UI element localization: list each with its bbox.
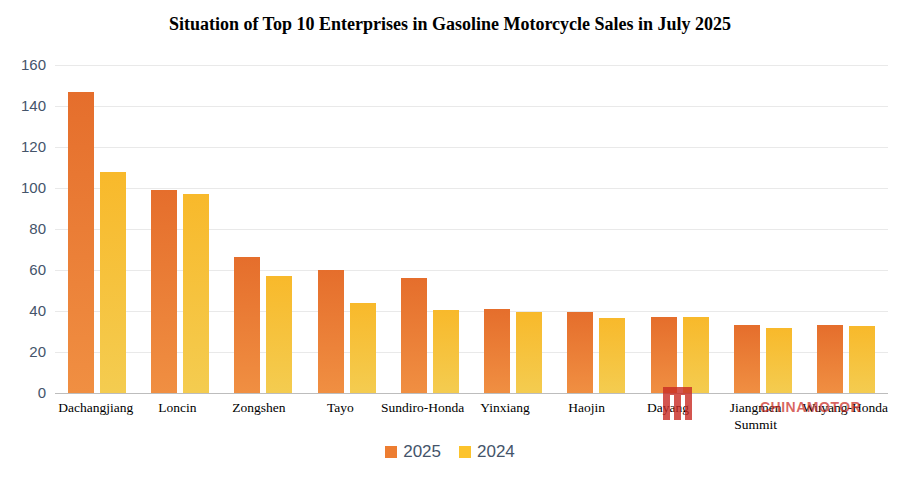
category-group bbox=[138, 65, 221, 393]
bar-2024-sundiro-honda bbox=[433, 310, 459, 393]
bar-2024-jiangmen-summit bbox=[766, 328, 792, 393]
category-group bbox=[305, 65, 388, 393]
legend-swatch-icon bbox=[385, 446, 397, 458]
bar-2024-dachangjiang bbox=[100, 172, 126, 393]
bar-2024-tayo bbox=[350, 303, 376, 393]
x-category-label: Haojin bbox=[546, 399, 628, 416]
legend-label: 2024 bbox=[477, 442, 515, 462]
y-tick-label: 60 bbox=[4, 261, 46, 279]
y-tick-label: 40 bbox=[4, 302, 46, 320]
chart-container: Situation of Top 10 Enterprises in Gasol… bbox=[0, 0, 900, 479]
bar-2025-dayang bbox=[651, 317, 677, 393]
x-category-label: Loncin bbox=[137, 399, 219, 416]
bar-2024-wuyang-honda bbox=[849, 326, 875, 393]
plot-area bbox=[55, 65, 888, 394]
bar-2024-yinxiang bbox=[516, 312, 542, 393]
legend-swatch-icon bbox=[459, 446, 471, 458]
x-category-label: Tayo bbox=[300, 399, 382, 416]
x-category-label: Zongshen bbox=[218, 399, 300, 416]
bar-2025-dachangjiang bbox=[68, 92, 94, 393]
category-group bbox=[721, 65, 804, 393]
legend-label: 2025 bbox=[403, 442, 441, 462]
bar-2025-jiangmen-summit bbox=[734, 325, 760, 393]
bar-2025-yinxiang bbox=[484, 309, 510, 393]
bars-row bbox=[55, 65, 888, 393]
y-tick-label: 140 bbox=[4, 97, 46, 115]
y-tick-label: 20 bbox=[4, 343, 46, 361]
y-tick-label: 160 bbox=[4, 56, 46, 74]
bar-2025-sundiro-honda bbox=[401, 278, 427, 393]
x-category-label: Yinxiang bbox=[464, 399, 546, 416]
legend: 2025 2024 bbox=[0, 442, 900, 462]
x-category-label: Dachangjiang bbox=[55, 399, 137, 416]
legend-item-2025: 2025 bbox=[385, 442, 441, 462]
y-tick-label: 0 bbox=[4, 384, 46, 402]
bar-2024-haojin bbox=[599, 318, 625, 393]
bar-2024-zongshen bbox=[266, 276, 292, 393]
y-tick-label: 100 bbox=[4, 179, 46, 197]
chart-title: Situation of Top 10 Enterprises in Gasol… bbox=[0, 14, 900, 35]
category-group bbox=[638, 65, 721, 393]
chinamotor-logo-icon bbox=[663, 387, 692, 420]
y-tick-label: 80 bbox=[4, 220, 46, 238]
category-group bbox=[388, 65, 471, 393]
y-tick-label: 120 bbox=[4, 138, 46, 156]
category-group bbox=[222, 65, 305, 393]
legend-item-2024: 2024 bbox=[459, 442, 515, 462]
bar-2025-tayo bbox=[318, 270, 344, 393]
x-category-label: Sundiro-Honda bbox=[381, 399, 464, 416]
bar-2025-wuyang-honda bbox=[817, 325, 843, 393]
category-group bbox=[471, 65, 554, 393]
bar-2024-dayang bbox=[683, 317, 709, 393]
category-group bbox=[55, 65, 138, 393]
bar-2024-loncin bbox=[183, 194, 209, 393]
bar-2025-zongshen bbox=[234, 257, 260, 393]
bar-2025-haojin bbox=[567, 312, 593, 393]
chinamotor-watermark-text: CHINAMOTOR bbox=[760, 399, 861, 415]
category-group bbox=[555, 65, 638, 393]
bar-2025-loncin bbox=[151, 190, 177, 393]
category-group bbox=[805, 65, 888, 393]
